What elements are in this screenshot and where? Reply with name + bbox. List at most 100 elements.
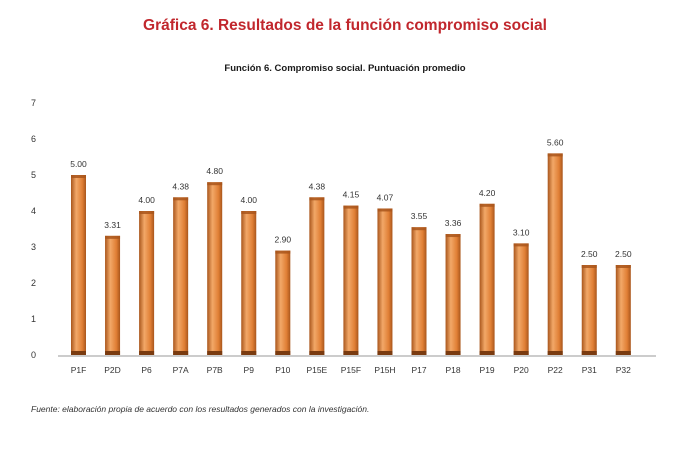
bar: 2.50 (615, 249, 632, 355)
bar-value-label: 4.80 (206, 166, 223, 176)
bar-value-label: 4.00 (138, 195, 155, 205)
bar: 2.50 (581, 249, 598, 355)
figure-title: Gráfica 6. Resultados de la función comp… (143, 17, 547, 34)
bar: 4.15 (343, 190, 360, 355)
bar-value-label: 4.38 (309, 181, 326, 191)
bar-cap (343, 205, 359, 209)
bar-base (547, 351, 563, 355)
bar: 3.36 (445, 218, 462, 355)
x-tick-label: P32 (616, 365, 631, 375)
bar-body (207, 182, 223, 355)
x-tick-label: P19 (480, 365, 495, 375)
bar-body (241, 211, 257, 355)
bar-value-label: 2.90 (275, 235, 292, 245)
bar: 4.80 (206, 166, 223, 355)
bar-body (581, 265, 597, 355)
bar: 3.31 (104, 220, 121, 355)
bar-body (547, 153, 563, 355)
bar-base (309, 351, 325, 355)
y-tick-label: 0 (31, 350, 36, 360)
x-tick-label: P22 (548, 365, 563, 375)
y-tick-label: 7 (31, 98, 36, 108)
x-tick-label: P31 (582, 365, 597, 375)
x-tick-label: P20 (514, 365, 529, 375)
x-tick-label: P2D (104, 365, 121, 375)
bar-base (139, 351, 155, 355)
bar: 3.55 (411, 211, 428, 355)
bar-base (411, 351, 427, 355)
bar-cap (547, 153, 563, 157)
bar-value-label: 5.60 (547, 137, 564, 147)
bar-base (71, 351, 86, 355)
bar-value-label: 3.10 (513, 227, 530, 237)
bar-base (377, 351, 393, 355)
x-tick-label: P17 (411, 365, 426, 375)
bar-value-label: 3.55 (411, 211, 428, 221)
bar-body (309, 197, 325, 355)
x-tick-label: P10 (275, 365, 290, 375)
bar-cap (615, 265, 631, 268)
x-tick-label: P15E (306, 365, 327, 375)
bar-cap (513, 243, 529, 247)
source-note: Fuente: elaboración propia de acuerdo co… (31, 404, 370, 414)
bar-cap (411, 227, 427, 231)
bar-value-label: 3.31 (104, 220, 121, 230)
bar-cap (241, 211, 257, 214)
x-tick-label: P6 (141, 365, 152, 375)
bar-cap (479, 203, 495, 207)
bar: 2.90 (275, 235, 292, 355)
y-tick-label: 6 (31, 134, 36, 144)
bar-cap (309, 197, 325, 201)
y-tick-label: 5 (31, 170, 36, 180)
bar-value-label: 4.38 (172, 181, 189, 191)
bar-body (377, 208, 393, 355)
bar-cap (71, 175, 86, 178)
bar-base (479, 351, 495, 355)
bar-base (445, 351, 461, 355)
bar-base (207, 351, 223, 355)
bar-body (615, 265, 631, 355)
bar-cap (105, 235, 121, 239)
bar-base (513, 351, 529, 355)
x-tick-label: P7A (173, 365, 189, 375)
y-tick-label: 2 (31, 278, 36, 288)
bar-cap (173, 197, 189, 201)
bar: 3.10 (513, 227, 530, 355)
bar-body (513, 243, 529, 355)
y-tick-label: 4 (31, 206, 36, 216)
bar: 5.60 (547, 137, 564, 355)
bar: 5.00 (70, 159, 87, 355)
bar-cap (139, 211, 155, 214)
bar-base (581, 351, 597, 355)
bar-cap (581, 265, 597, 268)
bar-body (275, 250, 291, 355)
chart-title: Función 6. Compromiso social. Puntuación… (224, 63, 466, 74)
bars: 5.00 3.31 4.00 4.38 4.80 4.00 2.90 4.38 4.15 4.07… (70, 137, 632, 355)
bar-body (139, 211, 155, 355)
y-tick-label: 1 (31, 314, 36, 324)
bar-value-label: 4.15 (343, 190, 360, 200)
bar-value-label: 3.36 (445, 218, 462, 228)
bar-base (615, 351, 631, 355)
bar: 4.38 (309, 181, 326, 355)
bar-cap (207, 182, 223, 186)
bar-body (173, 197, 189, 355)
bar: 4.00 (240, 195, 257, 355)
bar-cap (275, 250, 291, 254)
bar-body (479, 203, 495, 355)
bar: 4.00 (138, 195, 155, 355)
bar-body (105, 235, 121, 355)
x-tick-label: P15H (374, 365, 395, 375)
bar-body (445, 234, 461, 355)
bar-base (275, 351, 291, 355)
x-tick-label: P9 (244, 365, 255, 375)
x-tick-label: P7B (207, 365, 223, 375)
bar-cap (377, 208, 393, 212)
bar-value-label: 4.00 (240, 195, 257, 205)
bar-base (343, 351, 359, 355)
bar-value-label: 4.20 (479, 188, 496, 198)
bar-value-label: 2.50 (615, 249, 632, 259)
bar-base (241, 351, 257, 355)
x-axis: P1F P2D P6 P7A P7B P9 P10 P15E P15F P15H P17 P18 P19… (58, 355, 656, 375)
